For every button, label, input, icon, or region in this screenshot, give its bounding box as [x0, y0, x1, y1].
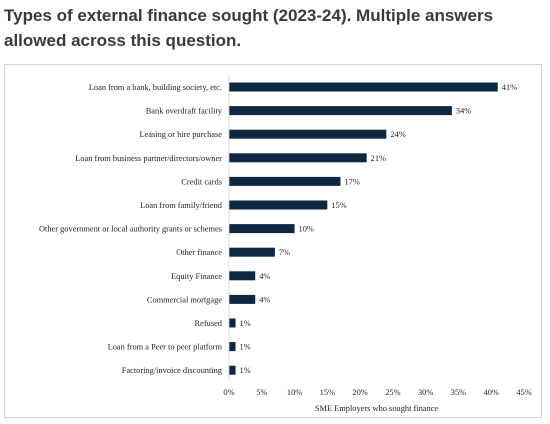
- bar: [229, 342, 236, 352]
- category-label: Loan from business partner/directors/own…: [75, 154, 222, 163]
- x-tick-label: 35%: [451, 388, 466, 397]
- data-label: 1%: [240, 319, 251, 328]
- data-label: 41%: [502, 83, 517, 92]
- data-label: 10%: [299, 225, 314, 234]
- bar: [229, 271, 256, 281]
- data-label: 15%: [331, 201, 346, 210]
- bar: [229, 294, 256, 304]
- category-label: Leasing or hire purchase: [139, 130, 222, 139]
- chart-frame: [4, 64, 542, 418]
- category-label: Credit cards: [181, 177, 222, 186]
- x-tick-label: 20%: [352, 388, 367, 397]
- bar: [229, 318, 236, 328]
- x-tick-label: 45%: [516, 388, 531, 397]
- x-tick-label: 10%: [287, 388, 302, 397]
- value-labels: 41% 34% 24% 21% 17% 15% 10% 7% 4% 4% 1% 1% 1%: [240, 83, 518, 375]
- category-label: Loan from family/friend: [140, 201, 223, 210]
- bar: [229, 365, 236, 375]
- data-label: 34%: [456, 107, 471, 116]
- data-label: 7%: [279, 248, 290, 257]
- data-label: 4%: [259, 295, 270, 304]
- x-axis-title: SME Employers who sought finance: [315, 404, 439, 413]
- bar: [229, 176, 341, 186]
- bar: [229, 129, 387, 139]
- category-label: Equity Finance: [171, 272, 222, 281]
- bar: [229, 224, 295, 234]
- category-labels: Loan from a bank, building society, etc.…: [39, 83, 223, 375]
- x-tick-label: 0%: [223, 388, 234, 397]
- category-label: Other government or local authority gran…: [39, 225, 222, 234]
- x-tick-label: 25%: [385, 388, 400, 397]
- category-label: Refused: [195, 319, 223, 328]
- data-label: 24%: [390, 130, 405, 139]
- category-label: Bank overdraft facility: [146, 107, 223, 116]
- bar: [229, 247, 275, 257]
- data-label: 1%: [240, 366, 251, 375]
- bar: [229, 82, 498, 92]
- data-label: 1%: [240, 343, 251, 352]
- category-label: Commercial mortgage: [147, 295, 222, 304]
- data-label: 17%: [344, 177, 359, 186]
- x-tick-label: 15%: [320, 388, 335, 397]
- category-label: Factoring/invoice discounting: [122, 366, 223, 375]
- category-label: Other finance: [176, 248, 222, 257]
- page-heading: Types of external finance sought (2023-2…: [4, 6, 494, 50]
- category-label: Loan from a Peer to peer platform: [108, 343, 223, 352]
- x-tick-label: 30%: [418, 388, 433, 397]
- x-tick-labels: 0% 5% 10% 15% 20% 25% 30% 35% 40% 45%: [223, 388, 531, 397]
- bar: [229, 200, 328, 210]
- data-label: 4%: [259, 272, 270, 281]
- bar: [229, 106, 452, 116]
- x-tick-label: 5%: [256, 388, 267, 397]
- category-label: Loan from a bank, building society, etc.: [89, 83, 222, 92]
- x-tick-label: 40%: [484, 388, 499, 397]
- data-label: 21%: [371, 154, 386, 163]
- bar: [229, 153, 367, 163]
- bars-layer: [229, 82, 498, 375]
